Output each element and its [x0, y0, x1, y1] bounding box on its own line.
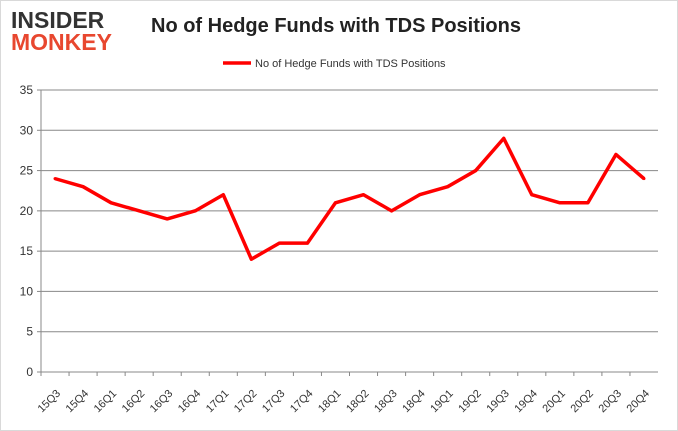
data-point — [277, 241, 281, 245]
data-point — [221, 193, 225, 197]
x-tick-label: 18Q3 — [372, 388, 400, 416]
x-tick-label: 19Q3 — [484, 388, 512, 416]
x-tick-label: 20Q1 — [540, 388, 568, 416]
x-tick-label: 20Q4 — [625, 388, 653, 416]
x-tick-label: 17Q2 — [232, 388, 260, 416]
x-tick-label: 16Q2 — [120, 388, 148, 416]
logo-line2: MONKEY — [11, 29, 112, 55]
x-tick-label: 20Q2 — [568, 388, 596, 416]
x-tick-label: 16Q3 — [148, 388, 176, 416]
data-point — [333, 201, 337, 205]
data-point — [137, 209, 141, 213]
series-line — [54, 136, 646, 261]
y-tick-label: 20 — [20, 204, 34, 218]
data-point — [530, 193, 534, 197]
data-point — [53, 177, 57, 181]
x-tick-label: 16Q4 — [176, 388, 204, 416]
data-point — [390, 209, 394, 213]
x-tick-label: 15Q4 — [64, 388, 92, 416]
x-tick-label: 19Q2 — [456, 388, 484, 416]
data-point — [474, 169, 478, 173]
x-tick-label: 17Q3 — [260, 388, 288, 416]
legend-label: No of Hedge Funds with TDS Positions — [255, 58, 446, 70]
x-tick-label: 18Q4 — [400, 388, 428, 416]
data-point — [558, 201, 562, 205]
data-point — [165, 217, 169, 221]
y-tick-label: 30 — [20, 123, 34, 137]
logo-line1: INSIDER — [11, 7, 105, 33]
x-tick-label: 19Q4 — [512, 388, 540, 416]
x-tick-label: 20Q3 — [597, 388, 625, 416]
data-point — [614, 152, 618, 156]
x-tick-label: 15Q3 — [36, 388, 64, 416]
x-tick-label: 16Q1 — [92, 388, 120, 416]
y-tick-label: 10 — [20, 284, 34, 298]
data-point — [81, 185, 85, 189]
x-tick-label: 17Q4 — [288, 388, 316, 416]
data-point — [193, 209, 197, 213]
data-point — [305, 241, 309, 245]
insider-monkey-logo: INSIDER MONKEY — [11, 7, 112, 55]
data-point — [249, 257, 253, 261]
x-tick-label: 17Q1 — [204, 388, 232, 416]
x-tick-label: 18Q2 — [344, 388, 372, 416]
data-point — [502, 136, 506, 140]
y-tick-label: 15 — [20, 244, 34, 258]
chart-title: No of Hedge Funds with TDS Positions — [151, 15, 521, 37]
data-point — [446, 185, 450, 189]
data-point — [642, 177, 646, 181]
y-tick-label: 0 — [26, 365, 33, 379]
data-point — [362, 193, 366, 197]
x-tick-label: 18Q1 — [316, 388, 344, 416]
data-point — [586, 201, 590, 205]
y-tick-label: 5 — [26, 325, 33, 339]
data-point — [109, 201, 113, 205]
y-tick-label: 25 — [20, 164, 34, 178]
x-tick-label: 19Q1 — [428, 388, 456, 416]
data-point — [418, 193, 422, 197]
y-tick-label: 35 — [20, 83, 34, 97]
